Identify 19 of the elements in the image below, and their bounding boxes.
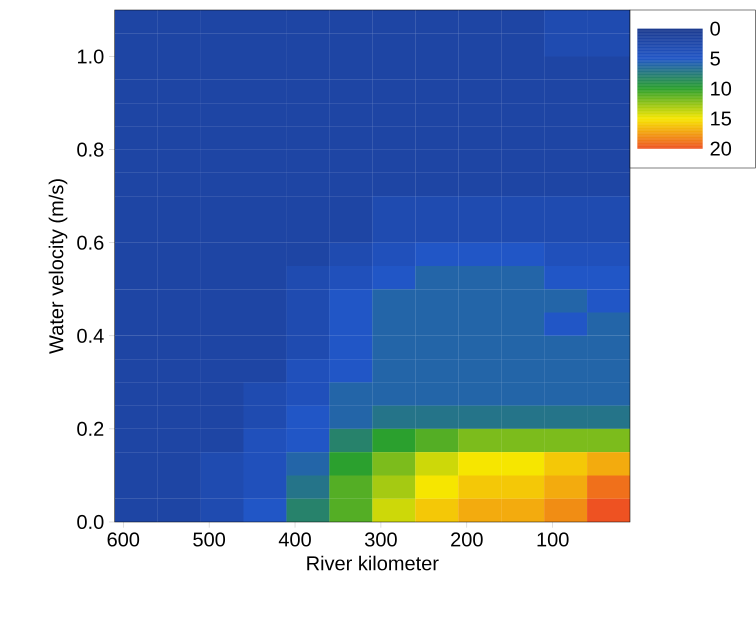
color-bar-label: 15 — [711, 112, 732, 126]
x-tick-label: 400 — [278, 532, 311, 547]
x-axis-title: River kilometer — [307, 556, 439, 570]
color-bar-label: 10 — [711, 82, 732, 96]
y-tick-label: 0.6 — [77, 236, 104, 250]
x-tick-label: 100 — [538, 532, 569, 547]
y-tick-label: 0.8 — [77, 142, 104, 157]
y-axis-title: Water velocity (m/s) — [48, 179, 68, 354]
color-bar-label: 0 — [710, 22, 720, 36]
y-tick-label: 0.0 — [77, 514, 104, 530]
x-tick-label: 300 — [364, 532, 397, 547]
y-tick-label: 0.4 — [77, 328, 104, 343]
x-tick-label: 600 — [108, 532, 140, 547]
x-tick-label: 500 — [193, 532, 226, 547]
color-bar-label: 5 — [710, 52, 720, 66]
color-bar-label: 20 — [710, 142, 732, 156]
x-tick-label: 200 — [451, 532, 483, 547]
y-tick-label: 0.2 — [77, 422, 104, 436]
y-tick-label: 1.0 — [78, 49, 104, 64]
